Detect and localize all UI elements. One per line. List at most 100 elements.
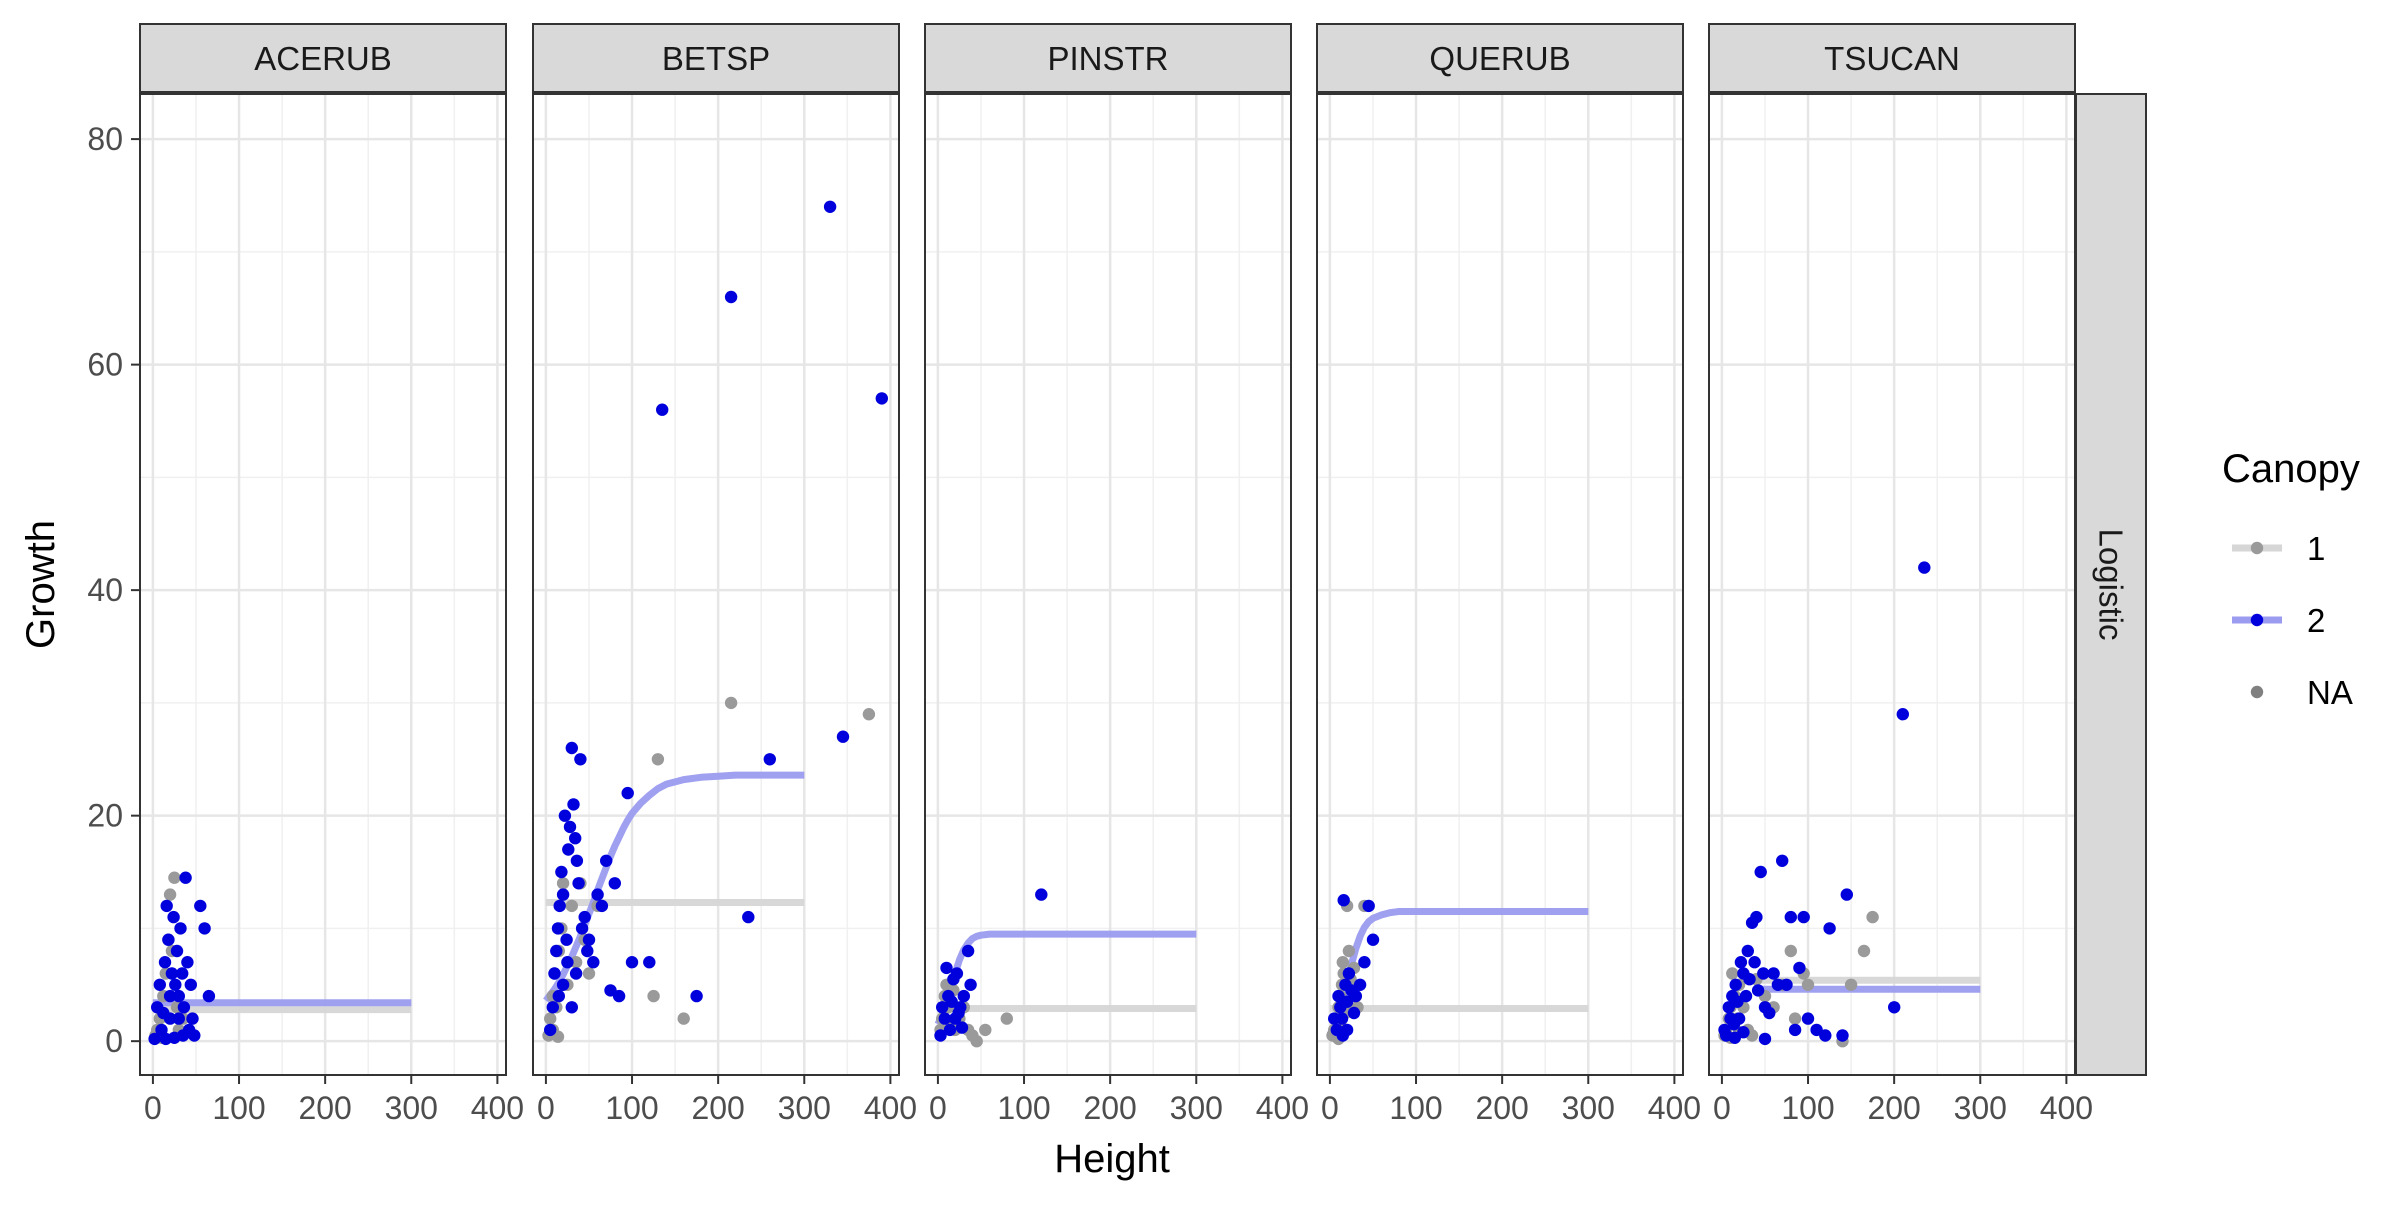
data-point-canopy-2: [1771, 978, 1785, 991]
x-tick-label: 400: [1256, 1090, 1309, 1126]
data-point-canopy-2: [621, 786, 634, 800]
data-point-canopy-2: [964, 978, 977, 991]
data-point-canopy-2: [162, 933, 175, 946]
data-point-canopy-2: [836, 730, 850, 743]
data-point-canopy-2: [167, 910, 180, 924]
panel-background: [925, 94, 1291, 1075]
data-point-canopy-2: [1754, 865, 1767, 879]
data-point-canopy-2: [556, 978, 570, 991]
facet-label: QUERUB: [1429, 40, 1570, 77]
data-point-canopy-2: [551, 922, 565, 935]
data-point-canopy-2: [569, 832, 582, 845]
x-tick-label: 200: [1475, 1090, 1528, 1126]
data-point-canopy-2: [148, 1032, 161, 1046]
data-point-canopy-2: [1763, 1006, 1776, 1020]
x-tick-label: 0: [537, 1090, 555, 1126]
data-point-canopy-2: [581, 944, 594, 958]
data-point-canopy-2: [160, 899, 173, 913]
x-tick-label: 0: [1713, 1090, 1731, 1126]
row-strip-label: Logistic: [2093, 529, 2130, 641]
data-point-canopy-2: [181, 956, 194, 969]
data-point-canopy-1: [1866, 910, 1879, 924]
x-tick-label: 100: [997, 1090, 1050, 1126]
data-point-canopy-2: [567, 798, 580, 811]
data-point-canopy-2: [1739, 989, 1753, 1003]
data-point-canopy-1: [1342, 944, 1356, 958]
data-point-canopy-2: [165, 967, 179, 980]
data-point-canopy-2: [954, 1001, 967, 1014]
data-point-canopy-2: [202, 989, 216, 1003]
data-point-canopy-2: [595, 899, 609, 913]
data-point-canopy-2: [172, 989, 185, 1003]
data-point-canopy-2: [553, 899, 566, 913]
data-point-canopy-2: [174, 922, 187, 935]
data-point-canopy-2: [938, 1012, 951, 1025]
data-point-canopy-2: [163, 989, 177, 1003]
data-point-canopy-2: [572, 877, 585, 890]
data-point-canopy-2: [184, 978, 197, 991]
data-point-canopy-2: [1918, 561, 1931, 574]
data-point-canopy-2: [1793, 961, 1806, 975]
x-tick-label: 200: [691, 1090, 744, 1126]
data-point-canopy-2: [1776, 854, 1789, 867]
legend-key-point: [2250, 685, 2264, 699]
data-point-canopy-1: [1857, 944, 1871, 958]
x-tick-label: 400: [1648, 1090, 1701, 1126]
data-point-canopy-2: [582, 933, 596, 946]
data-point-canopy-1: [168, 871, 181, 884]
data-point-canopy-2: [153, 978, 166, 991]
data-point-canopy-2: [875, 392, 888, 405]
x-tick-label: 300: [1562, 1090, 1615, 1126]
data-point-canopy-2: [600, 854, 613, 867]
panel-border: [924, 93, 1292, 1076]
x-tick-label: 100: [1781, 1090, 1834, 1126]
data-point-canopy-2: [1737, 1026, 1750, 1039]
x-tick-label: 400: [864, 1090, 917, 1126]
data-point-canopy-1: [677, 1012, 690, 1025]
facet-label: ACERUB: [254, 40, 392, 77]
data-point-canopy-2: [1347, 1006, 1361, 1020]
x-tick-label: 0: [144, 1090, 162, 1126]
x-axis-title: Height: [1054, 1137, 1170, 1181]
panel-tsucan: TSUCAN 0 100 200 300 400: [1708, 23, 2093, 1126]
data-point-canopy-2: [1358, 956, 1371, 969]
data-point-canopy-2: [957, 989, 970, 1003]
x-tick-label: 0: [1321, 1090, 1339, 1126]
row-strip: [2075, 93, 2147, 1076]
y-tick-label: 60: [87, 347, 123, 383]
facet-label: BETSP: [662, 40, 770, 77]
data-point-canopy-2: [1888, 1001, 1901, 1014]
data-point-canopy-2: [1823, 922, 1836, 935]
data-point-canopy-2: [555, 865, 568, 879]
x-tick-label: 300: [1170, 1090, 1223, 1126]
y-tick-label: 0: [105, 1023, 123, 1059]
data-point-canopy-2: [1741, 944, 1755, 958]
legend: Canopy 1 2 NA: [2222, 447, 2360, 711]
facet-strip: [139, 23, 507, 93]
data-point-canopy-2: [1751, 984, 1765, 997]
data-point-canopy-2: [643, 956, 656, 969]
data-point-canopy-2: [1750, 910, 1763, 924]
data-point-canopy-1: [1000, 1012, 1013, 1025]
data-point-canopy-2: [612, 989, 626, 1003]
data-point-canopy-1: [1784, 944, 1798, 958]
data-point-canopy-2: [940, 961, 953, 975]
x-tick-label: 100: [1389, 1090, 1442, 1126]
data-point-canopy-2: [1748, 956, 1761, 969]
data-point-canopy-2: [1840, 888, 1854, 901]
panel-betsp: BETSP 0 100 200 300 400: [532, 23, 917, 1126]
data-point-canopy-2: [587, 956, 600, 969]
data-point-canopy-2: [188, 1029, 201, 1042]
data-point-canopy-2: [172, 1012, 185, 1025]
panel-querub: QUERUB 0 100 200 300 400: [1316, 23, 1701, 1126]
data-point-canopy-2: [186, 1012, 199, 1025]
data-point-canopy-2: [544, 1023, 557, 1037]
data-point-canopy-2: [198, 922, 211, 935]
y-tick-label: 20: [87, 798, 123, 834]
data-point-canopy-2: [1801, 1012, 1815, 1025]
data-point-canopy-2: [724, 290, 738, 304]
data-point-canopy-2: [558, 809, 572, 822]
data-point-canopy-2: [561, 956, 574, 969]
data-point-canopy-2: [961, 944, 975, 958]
